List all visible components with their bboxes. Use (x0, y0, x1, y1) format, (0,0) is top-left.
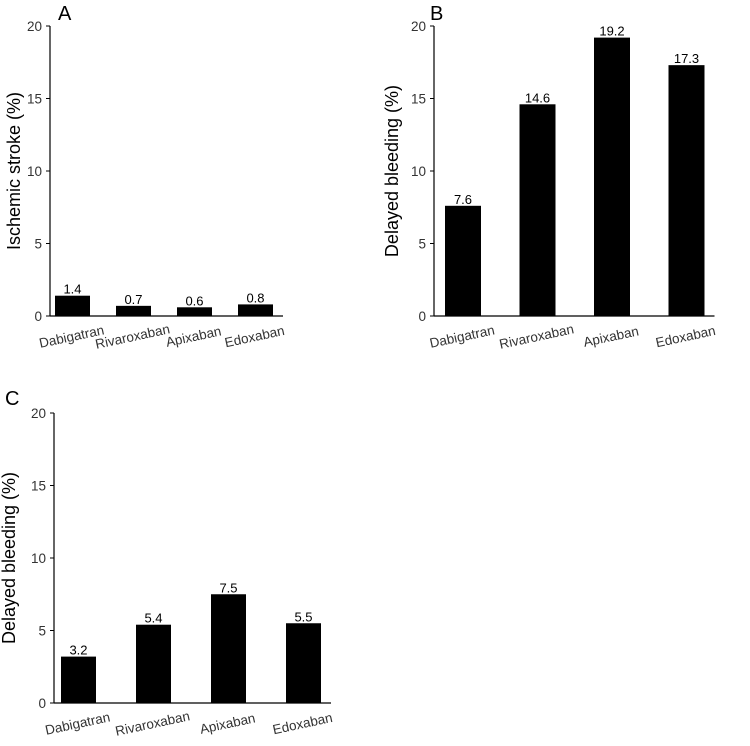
y-axis-title: Delayed bleeding (%) (0, 472, 19, 644)
y-tick-label: 5 (34, 237, 42, 252)
panel-letter: A (58, 3, 72, 25)
y-tick-label: 20 (411, 19, 426, 34)
bar-rivaroxaban (519, 104, 556, 316)
bar-value-label: 0.6 (185, 293, 203, 308)
y-axis-title: Delayed bleeding (%) (382, 85, 402, 257)
y-tick-label: 0 (34, 309, 42, 324)
bar-value-label: 1.4 (63, 282, 81, 297)
panel-b: B Delayed bleeding (%) 0 5 10 15 20 7.6 Dabigatr… (382, 3, 717, 352)
bar-value-label: 0.7 (124, 292, 142, 307)
x-category-label: Edoxaban (271, 710, 334, 737)
x-category-label: Apixaban (582, 323, 640, 349)
bar-dabigatran (61, 656, 96, 703)
y-tick-label: 0 (418, 309, 426, 324)
y-tick-label: 15 (27, 92, 42, 107)
bar-apixaban (177, 307, 212, 316)
bar-dabigatran (55, 295, 90, 316)
y-tick-label: 15 (31, 479, 46, 494)
bar-rivaroxaban (116, 305, 151, 316)
x-category-label: Edoxaban (223, 323, 286, 350)
panel-c: C Delayed bleeding (%) 0 5 10 15 20 3.2 Dabigatr… (0, 388, 334, 739)
x-category-label: Edoxaban (654, 323, 717, 350)
y-tick-label: 10 (31, 551, 46, 566)
y-tick-label: 10 (27, 164, 42, 179)
panel-letter: C (5, 388, 19, 410)
x-category-label: Apixaban (164, 323, 222, 349)
panel-letter: B (430, 3, 443, 25)
bar-apixaban (594, 37, 630, 316)
bar-value-label: 14.6 (525, 90, 550, 105)
bar-value-label: 3.2 (69, 643, 87, 658)
bar-rivaroxaban (136, 624, 171, 703)
bar-dabigatran (445, 205, 481, 316)
bar-edoxaban (238, 304, 273, 316)
y-tick-label: 10 (411, 164, 426, 179)
bar-edoxaban (286, 623, 321, 703)
y-tick-label: 20 (27, 19, 42, 34)
x-category-label: Dabigatran (44, 709, 112, 737)
y-tick-label: 5 (418, 237, 426, 252)
x-category-label: Apixaban (198, 710, 256, 736)
x-category-label: Rivaroxaban (114, 708, 191, 738)
bar-value-label: 0.8 (246, 290, 264, 305)
y-tick-label: 5 (38, 624, 46, 639)
x-category-label: Rivaroxaban (94, 321, 171, 351)
bar-value-label: 5.4 (144, 611, 162, 626)
x-category-label: Rivaroxaban (498, 321, 575, 351)
bar-value-label: 19.2 (599, 24, 624, 39)
bar-value-label: 17.3 (674, 51, 699, 66)
bar-apixaban (211, 594, 246, 703)
bar-value-label: 5.5 (294, 609, 312, 624)
bar-value-label: 7.5 (219, 580, 237, 595)
bar-edoxaban (668, 65, 705, 317)
bar-value-label: 7.6 (454, 192, 472, 207)
y-axis-title: Ischemic stroke (%) (4, 92, 24, 250)
y-tick-label: 15 (411, 92, 426, 107)
y-tick-label: 0 (38, 696, 46, 711)
x-category-label: Dabigatran (428, 322, 496, 350)
y-tick-label: 20 (31, 406, 46, 421)
